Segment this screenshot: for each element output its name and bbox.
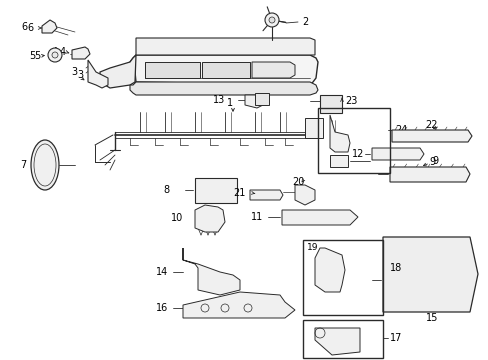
Text: 24: 24 bbox=[394, 125, 407, 135]
Text: 11: 11 bbox=[250, 212, 263, 222]
Circle shape bbox=[52, 52, 58, 58]
Polygon shape bbox=[42, 20, 57, 33]
Text: 14: 14 bbox=[156, 267, 168, 277]
Text: 3: 3 bbox=[77, 70, 83, 80]
Text: 7: 7 bbox=[20, 160, 26, 170]
Text: 21: 21 bbox=[233, 188, 245, 198]
Bar bbox=[305, 118, 323, 138]
Polygon shape bbox=[294, 185, 314, 205]
Ellipse shape bbox=[31, 140, 59, 190]
Text: 16: 16 bbox=[156, 303, 168, 313]
Text: 12: 12 bbox=[351, 149, 363, 159]
Polygon shape bbox=[130, 82, 317, 95]
Text: 13: 13 bbox=[212, 95, 224, 105]
Bar bbox=[329, 155, 347, 167]
Polygon shape bbox=[249, 190, 283, 200]
Text: 18: 18 bbox=[389, 263, 402, 273]
Polygon shape bbox=[371, 148, 423, 160]
Text: 4: 4 bbox=[52, 47, 58, 57]
Polygon shape bbox=[130, 55, 317, 85]
Polygon shape bbox=[244, 95, 263, 108]
Polygon shape bbox=[391, 130, 471, 142]
Polygon shape bbox=[72, 47, 90, 59]
Bar bbox=[317, 108, 389, 173]
Bar bbox=[319, 95, 341, 113]
Text: 1: 1 bbox=[226, 98, 233, 108]
Text: 3: 3 bbox=[71, 67, 77, 77]
Polygon shape bbox=[88, 60, 108, 88]
Circle shape bbox=[48, 48, 62, 62]
Polygon shape bbox=[251, 62, 294, 78]
Polygon shape bbox=[195, 205, 224, 232]
Polygon shape bbox=[183, 292, 294, 318]
Bar bbox=[254, 93, 268, 105]
Bar bbox=[303, 240, 382, 315]
Text: 5: 5 bbox=[34, 51, 40, 61]
Polygon shape bbox=[282, 210, 357, 225]
Polygon shape bbox=[314, 328, 359, 355]
Circle shape bbox=[264, 13, 279, 27]
Text: 5: 5 bbox=[29, 51, 35, 61]
Text: 6: 6 bbox=[27, 23, 33, 33]
Polygon shape bbox=[314, 248, 345, 292]
Text: 17: 17 bbox=[389, 333, 402, 343]
Polygon shape bbox=[329, 115, 349, 152]
Text: 4: 4 bbox=[60, 47, 66, 57]
Polygon shape bbox=[183, 248, 240, 295]
Text: 20: 20 bbox=[291, 177, 304, 187]
Text: ←25: ←25 bbox=[329, 158, 348, 166]
Polygon shape bbox=[100, 55, 136, 88]
Polygon shape bbox=[382, 237, 477, 312]
Polygon shape bbox=[136, 38, 314, 55]
Text: 9: 9 bbox=[431, 156, 437, 166]
Polygon shape bbox=[145, 62, 200, 78]
Text: 9: 9 bbox=[428, 157, 434, 167]
Text: 22: 22 bbox=[425, 120, 437, 130]
Polygon shape bbox=[202, 62, 249, 78]
Text: 8: 8 bbox=[163, 185, 170, 195]
Text: 2: 2 bbox=[302, 17, 307, 27]
Circle shape bbox=[268, 17, 274, 23]
Text: 10: 10 bbox=[170, 213, 183, 223]
Text: 19: 19 bbox=[306, 243, 318, 252]
Text: 23: 23 bbox=[345, 96, 357, 106]
Text: 6: 6 bbox=[22, 22, 28, 32]
Text: 15: 15 bbox=[425, 313, 437, 323]
Bar bbox=[195, 178, 237, 203]
Polygon shape bbox=[389, 167, 469, 182]
Bar bbox=[303, 320, 382, 358]
